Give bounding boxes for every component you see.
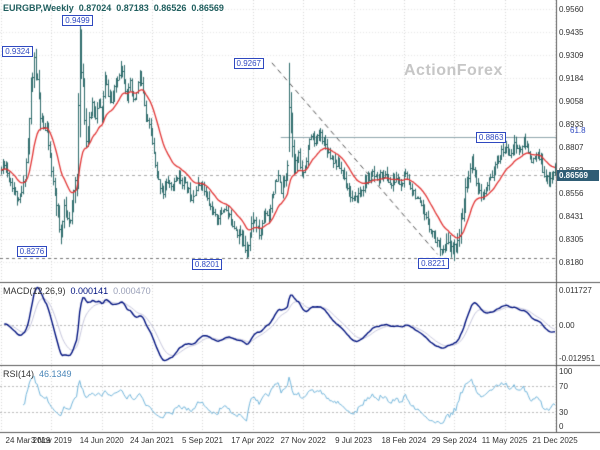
date-label: 11 May 2025 bbox=[481, 436, 528, 445]
watermark: ActionForex bbox=[404, 62, 503, 79]
date-label: 5 Sep 2021 bbox=[181, 436, 223, 445]
macd-axis-label: 0.00 bbox=[559, 321, 575, 331]
rsi-axis-label: 70 bbox=[559, 381, 568, 391]
price-axis-label: 0.8556 bbox=[559, 189, 584, 198]
price-level-label[interactable]: 0.9267 bbox=[233, 57, 264, 69]
date-label: 14 Jun 2020 bbox=[79, 436, 124, 445]
price-level-label[interactable]: 0.8221 bbox=[418, 258, 449, 270]
price-axis-label: 0.9560 bbox=[559, 5, 584, 15]
ohlc-close: 0.86569 bbox=[191, 3, 224, 13]
ohlc-open: 0.87024 bbox=[78, 3, 112, 13]
date-label: 24 Mar 2019 bbox=[5, 436, 51, 445]
macd-indicator-label: MACD(12,26,9) 0.000141 0.000470 bbox=[3, 286, 151, 296]
price-level-label[interactable]: 0.8276 bbox=[16, 246, 48, 258]
rsi-name: RSI(14) bbox=[3, 369, 35, 379]
price-axis-label: 0.8180 bbox=[559, 257, 584, 267]
date-label: 9 Jul 2023 bbox=[335, 436, 372, 445]
macd-main-value: 0.000141 bbox=[70, 286, 109, 296]
price-level-label[interactable]: 0.8201 bbox=[191, 259, 223, 270]
date-label: 21 Dec 2025 bbox=[532, 436, 578, 445]
current-price-tag: 0.86569 bbox=[557, 169, 599, 181]
date-label: 3 Nov 2019 bbox=[30, 436, 72, 445]
price-level-label[interactable]: 0.8863 bbox=[475, 131, 507, 143]
macd-axis: 0.011727 0.00 -0.012951 bbox=[559, 0, 600, 450]
date-label: 18 Feb 2024 bbox=[381, 436, 427, 445]
price-axis-label: 0.8431 bbox=[559, 211, 584, 221]
rsi-axis-label: 30 bbox=[559, 408, 568, 418]
chart-title: EURGBP,Weekly 0.87024 0.87183 0.86526 0.8656… bbox=[3, 3, 229, 13]
macd-signal-value: 0.000470 bbox=[113, 286, 151, 296]
rsi-axis-label: 0 bbox=[559, 422, 564, 431]
macd-name: MACD(12,26,9) bbox=[3, 286, 66, 296]
price-axis-label: 0.9184 bbox=[559, 74, 584, 83]
macd-axis-label: 0.011727 bbox=[559, 286, 592, 295]
ohlc-low: 0.86526 bbox=[153, 3, 187, 13]
date-label: 24 Jan 2021 bbox=[130, 436, 175, 445]
price-axis-label: 0.8933 bbox=[559, 119, 584, 129]
macd-axis-label: -0.012951 bbox=[559, 354, 596, 363]
date-label: 17 Apr 2022 bbox=[231, 436, 275, 445]
date-label: 29 Sep 2024 bbox=[431, 436, 477, 445]
price-level-label[interactable]: 0.9324 bbox=[2, 46, 33, 58]
price-axis-label: 0.9058 bbox=[559, 97, 584, 107]
rsi-axis: 100 70 30 0 bbox=[559, 0, 600, 450]
fib-level-label[interactable]: 61.8 bbox=[570, 125, 586, 135]
price-level-label[interactable]: 0.9499 bbox=[62, 15, 93, 27]
time-axis[interactable]: 24 Mar 2019 3 Nov 2019 14 Jun 2020 24 Jan 2… bbox=[0, 433, 600, 450]
date-label: 27 Nov 2022 bbox=[280, 436, 326, 445]
price-axis-label: 0.9435 bbox=[559, 28, 584, 38]
price-axis-label: 0.8807 bbox=[559, 143, 584, 153]
price-axis-label: 0.9309 bbox=[559, 51, 584, 61]
rsi-value: 46.1349 bbox=[39, 369, 72, 379]
symbol-timeframe: EURGBP,Weekly bbox=[3, 3, 74, 13]
rsi-axis-label: 100 bbox=[559, 367, 573, 376]
price-axis-label: 0.8305 bbox=[559, 234, 584, 244]
ohlc-high: 0.87183 bbox=[116, 3, 149, 13]
rsi-indicator-label: RSI(14) 46.1349 bbox=[3, 369, 72, 379]
